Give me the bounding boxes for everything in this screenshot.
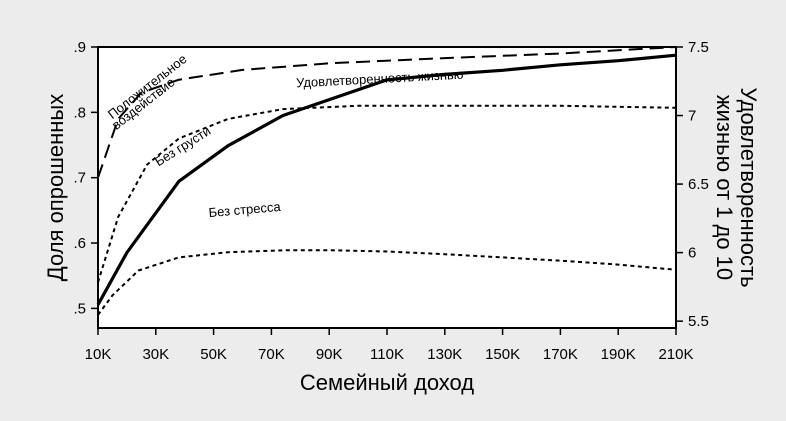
y-left-axis-title: Доля опрошенных — [43, 94, 68, 281]
x-tick-label: 30K — [142, 346, 169, 363]
x-tick-label: 130K — [427, 346, 462, 363]
x-tick-label: 10K — [85, 346, 112, 363]
y-left-tick-label: .7 — [73, 170, 86, 187]
x-tick-label: 190K — [601, 346, 636, 363]
y-left-tick-label: .8 — [73, 104, 86, 121]
x-axis-title: Семейный доход — [300, 370, 474, 395]
y-right-axis-title-line1: Удовлетворенность — [736, 87, 761, 287]
x-tick-label: 170K — [543, 346, 578, 363]
y-right-tick-label: 7.5 — [688, 39, 709, 56]
series-line-no-sadness — [97, 104, 677, 283]
x-tick-label: 110K — [370, 346, 404, 363]
y-left-tick-label: .5 — [73, 300, 86, 317]
x-tick-label: 90K — [316, 346, 343, 363]
x-tick-label: 150K — [485, 346, 520, 363]
x-tick-label: 210K — [658, 346, 693, 363]
series-line-positive-affect — [97, 46, 677, 179]
x-tick-label: 70K — [258, 346, 285, 363]
series-label-no-stress: Без стресса — [208, 199, 282, 220]
plot-area — [97, 46, 677, 329]
series-line-no-stress — [97, 249, 677, 316]
y-left-tick-label: .6 — [73, 235, 86, 252]
series-line-life-satisfaction — [96, 53, 677, 306]
y-right-tick-label: 7 — [688, 108, 696, 125]
y-right-axis-title-line2: жизнью от 1 до 10 — [712, 95, 737, 280]
y-right-tick-label: 5.5 — [688, 313, 709, 330]
x-tick-label: 50K — [200, 346, 227, 363]
y-left-tick-label: .9 — [73, 39, 86, 56]
y-right-tick-label: 6 — [688, 245, 696, 262]
y-right-tick-label: 6.5 — [688, 176, 709, 193]
